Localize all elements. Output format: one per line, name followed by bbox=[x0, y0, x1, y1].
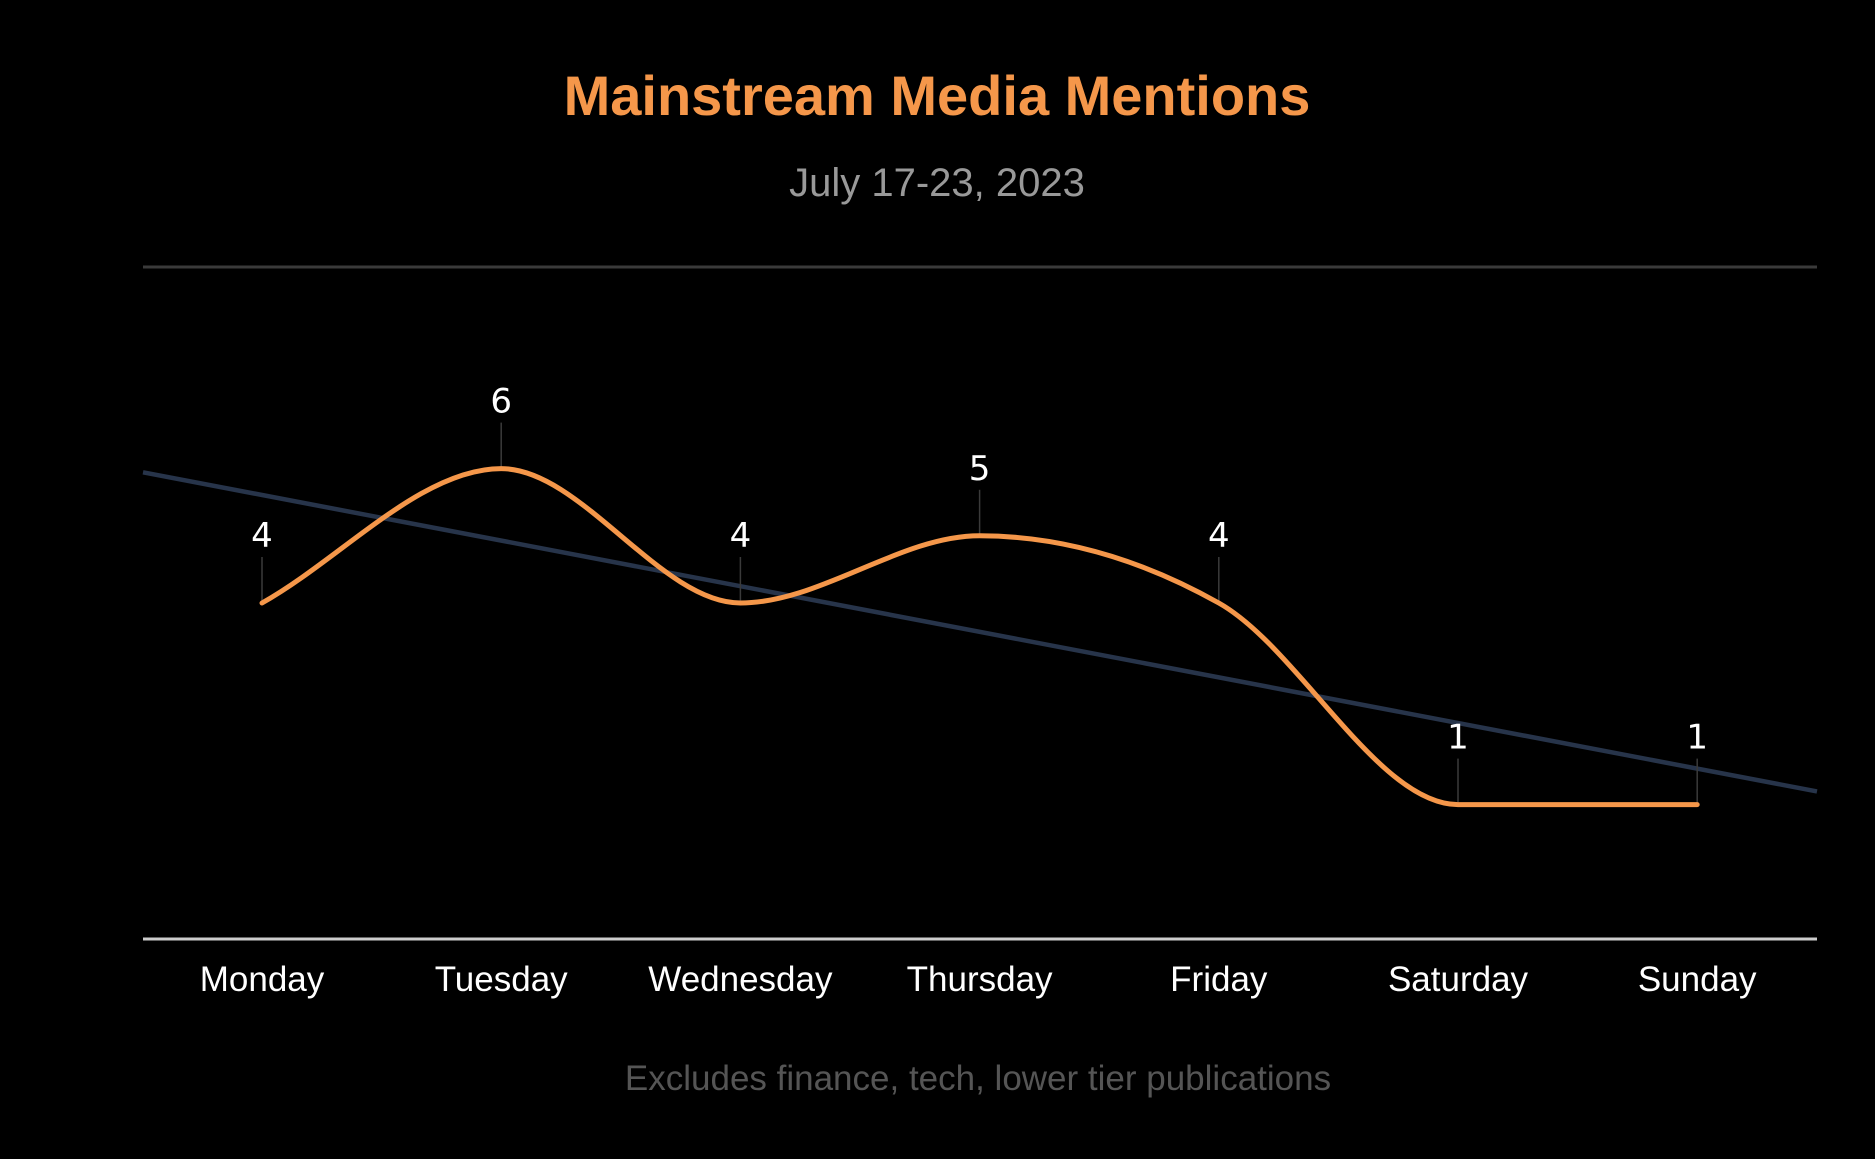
trendline bbox=[142, 470, 1818, 794]
data-label: 4 bbox=[251, 516, 273, 556]
data-labels: 4 6 4 5 4 1 1 bbox=[251, 382, 1708, 758]
series-layer bbox=[259, 466, 1700, 808]
chart-title: Mainstream Media Mentions bbox=[564, 64, 1311, 127]
chart-footnote: Excludes finance, tech, lower tier publi… bbox=[625, 1059, 1331, 1098]
series-line-mentions bbox=[259, 466, 1700, 808]
data-label: 1 bbox=[1447, 718, 1469, 758]
data-label: 4 bbox=[730, 516, 752, 556]
data-label: 5 bbox=[969, 449, 991, 489]
x-axis-tick-labels: Monday Tuesday Wednesday Thursday Friday Satu… bbox=[200, 960, 1757, 999]
x-tick-label-wednesday: Wednesday bbox=[648, 960, 833, 999]
trendline-layer bbox=[142, 470, 1818, 794]
x-tick-label-tuesday: Tuesday bbox=[435, 960, 568, 999]
x-tick-label-monday: Monday bbox=[200, 960, 325, 999]
x-tick-label-sunday: Sunday bbox=[1638, 960, 1757, 999]
data-label: 4 bbox=[1208, 516, 1230, 556]
data-label: 6 bbox=[490, 382, 512, 422]
chart-subtitle: July 17-23, 2023 bbox=[789, 161, 1085, 205]
x-tick-label-saturday: Saturday bbox=[1388, 960, 1529, 999]
data-label: 1 bbox=[1686, 718, 1708, 758]
x-tick-label-thursday: Thursday bbox=[907, 960, 1053, 999]
data-label-leaders bbox=[261, 422, 1698, 805]
x-tick-label-friday: Friday bbox=[1170, 960, 1268, 999]
